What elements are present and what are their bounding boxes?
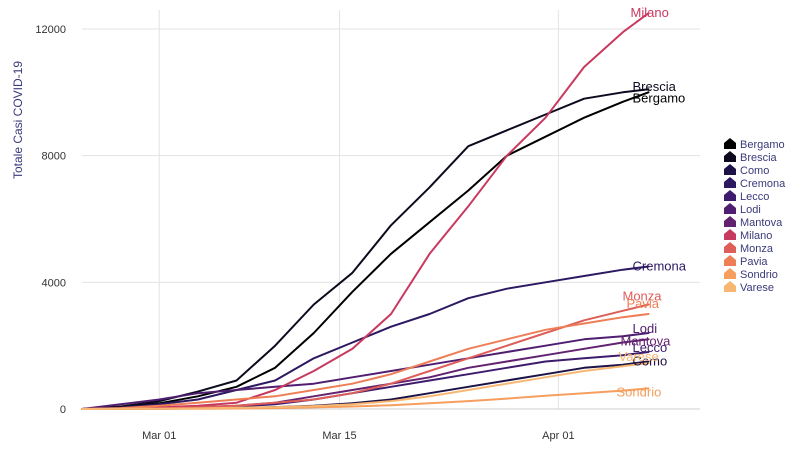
end-label-brescia: Brescia [633, 79, 677, 94]
end-label-lecco: Lecco [633, 340, 668, 355]
series-line-pavia [81, 313, 650, 410]
legend-item-lecco[interactable]: Lecco [724, 190, 769, 203]
legend-item-bergamo[interactable]: Bergamo [724, 138, 785, 151]
legend-item-milano[interactable]: Milano [724, 229, 772, 242]
legend-item-pavia[interactable]: Pavia [724, 255, 768, 268]
legend-item-varese[interactable]: Varese [724, 281, 774, 294]
end-label-varese: Varese [619, 349, 659, 364]
end-label-como: Como [633, 354, 668, 369]
legend-marker-icon [724, 151, 736, 162]
legend-label: Pavia [740, 256, 768, 268]
legend-label: Cremona [740, 178, 786, 190]
end-label-pavia: Pavia [627, 296, 660, 311]
x-tick-label: Mar 15 [322, 430, 356, 442]
y-tick-label: 8000 [42, 151, 66, 163]
legend-item-monza[interactable]: Monza [724, 242, 774, 255]
legend-label: Milano [740, 230, 772, 242]
series-lines [81, 12, 650, 410]
legend-label: Monza [740, 243, 774, 255]
y-axis-ticks: 0 4000 8000 12000 [35, 24, 66, 416]
series-line-varese [81, 362, 650, 410]
x-axis-ticks: Mar 01 Mar 15 Apr 01 [142, 430, 574, 442]
legend-marker-icon [724, 138, 736, 149]
end-label-monza: Monza [623, 289, 663, 304]
legend-label: Sondrio [740, 269, 778, 281]
legend-marker-icon [724, 281, 736, 292]
legend-marker-icon [724, 255, 736, 266]
legend-label: Varese [740, 282, 774, 294]
y-tick-label: 4000 [42, 277, 66, 289]
legend-marker-icon [724, 177, 736, 188]
y-axis-label: Totale Casi COVID-19 [11, 61, 25, 179]
legend-marker-icon [724, 216, 736, 227]
series-line-brescia [81, 88, 650, 410]
series-line-milano [81, 12, 650, 410]
legend-marker-icon [724, 164, 736, 175]
legend-item-lodi[interactable]: Lodi [724, 203, 761, 216]
legend-marker-icon [724, 203, 736, 214]
legend-label: Lodi [740, 204, 761, 216]
end-label-milano: Milano [631, 5, 669, 20]
end-label-mantova: Mantova [621, 333, 672, 348]
series-line-cremona [81, 265, 650, 410]
y-tick-label: 0 [60, 404, 66, 416]
legend-label: Lecco [740, 191, 769, 203]
legend-label: Como [740, 165, 769, 177]
legend-marker-icon [724, 242, 736, 253]
legend-marker-icon [724, 268, 736, 279]
legend-label: Mantova [740, 217, 783, 229]
legend-item-mantova[interactable]: Mantova [724, 216, 783, 229]
legend-label: Brescia [740, 152, 778, 164]
x-tick-label: Mar 01 [142, 430, 176, 442]
series-line-lodi [81, 332, 650, 410]
end-label-bergamo: Bergamo [633, 90, 686, 105]
legend-item-cremona[interactable]: Cremona [724, 177, 786, 190]
legend-item-sondrio[interactable]: Sondrio [724, 268, 778, 281]
legend-label: Bergamo [740, 139, 785, 151]
series-line-bergamo [81, 91, 650, 410]
legend-marker-icon [724, 229, 736, 240]
series-line-monza [81, 303, 650, 410]
legend-item-brescia[interactable]: Brescia [724, 151, 778, 164]
grid-lines [82, 10, 700, 410]
end-label-cremona: Cremona [633, 259, 687, 274]
legend-item-como[interactable]: Como [724, 164, 769, 177]
legend-marker-icon [724, 190, 736, 201]
end-label-lodi: Lodi [633, 321, 658, 336]
x-tick-label: Apr 01 [542, 430, 574, 442]
legend: BergamoBresciaComoCremonaLeccoLodiMantov… [724, 138, 786, 294]
y-tick-label: 12000 [35, 24, 66, 36]
end-label-sondrio: Sondrio [617, 384, 662, 399]
